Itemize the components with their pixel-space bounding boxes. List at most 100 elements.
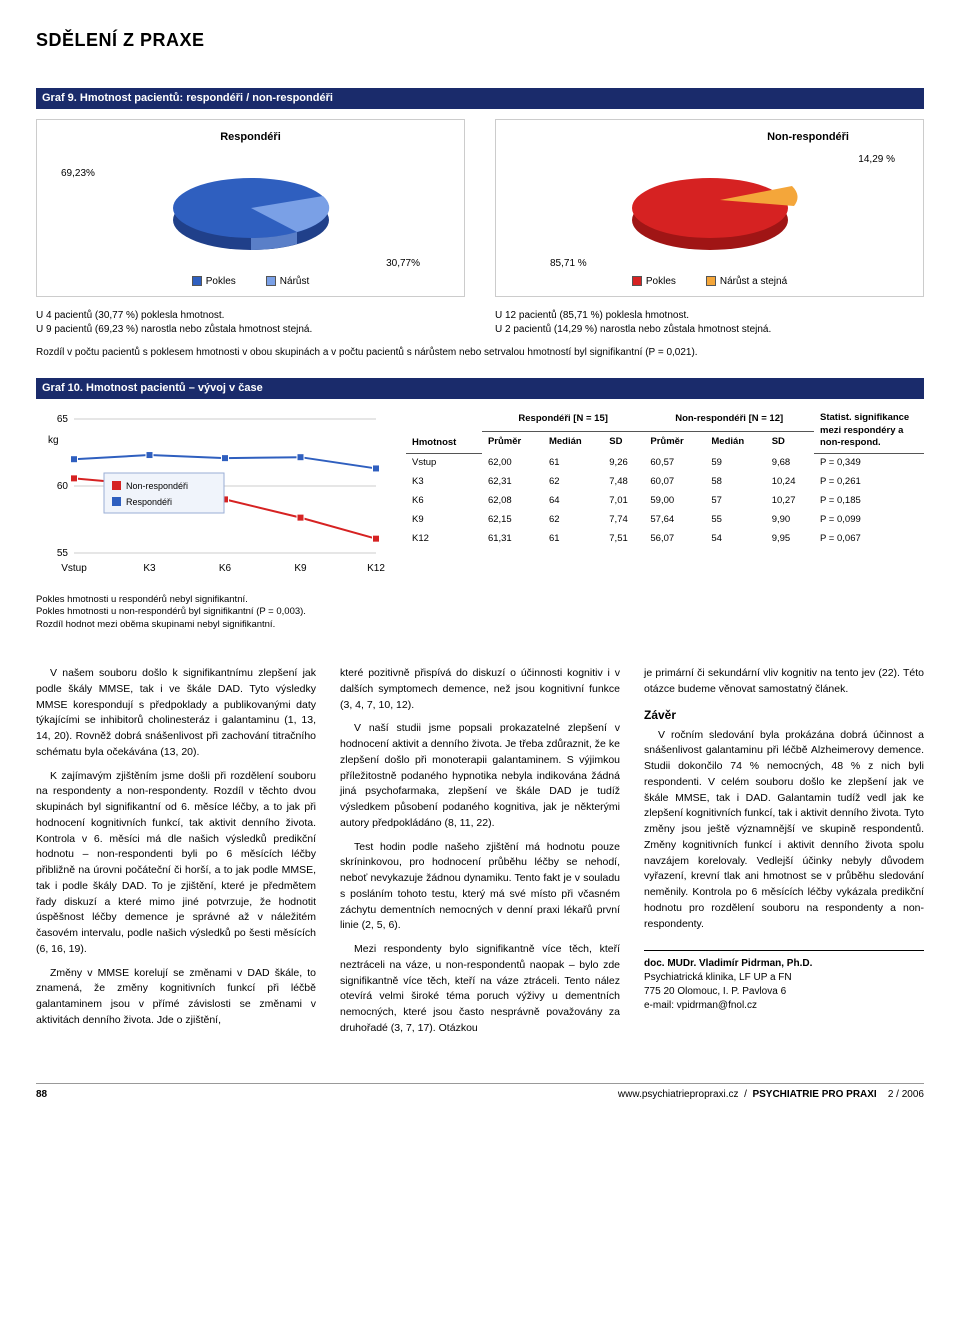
table-row: K1261,31617,5156,07549,95P = 0,067: [406, 530, 924, 549]
table-cell: K12: [406, 530, 482, 549]
body-col-2: které pozitivně přispívá do diskuzí o úč…: [340, 666, 620, 1045]
pie-left-label-small: 30,77%: [386, 257, 420, 271]
table-cell: 10,27: [766, 492, 814, 511]
footer-site: www.psychiatriepropraxi.cz: [618, 1089, 739, 1100]
table-cell: P = 0,261: [814, 473, 924, 492]
table-cell: P = 0,067: [814, 530, 924, 549]
svg-text:Non-respondéři: Non-respondéři: [126, 481, 188, 491]
table-cell: 56,07: [644, 530, 705, 549]
pie-nonresponders: Non-respondéři 14,29 % 85,71 % Pokles Ná…: [495, 119, 924, 297]
legend-swatch: [266, 276, 276, 286]
table-row: K662,08647,0159,005710,27P = 0,185: [406, 492, 924, 511]
pie-left-heading: Respondéři: [51, 130, 450, 145]
svg-text:65: 65: [57, 414, 69, 425]
zaver-heading: Závěr: [644, 706, 924, 724]
svg-text:K12: K12: [367, 563, 385, 574]
table-cell: 57,64: [644, 511, 705, 530]
legend-label: Pokles: [646, 276, 676, 287]
graf9-captions: U 4 pacientů (30,77 %) poklesla hmotnost…: [36, 309, 924, 336]
table-subheader: Průměr: [482, 431, 543, 453]
table-cell: 9,95: [766, 530, 814, 549]
legend-label: Nárůst: [280, 276, 309, 287]
svg-text:K6: K6: [219, 563, 232, 574]
linechart-svg: 556065kgVstupK3K6K9K12Non-respondéřiResp…: [36, 409, 386, 579]
legend-swatch: [706, 276, 716, 286]
table-subheader: SD: [766, 431, 814, 453]
table-cell: 62: [543, 511, 603, 530]
table-cell: 59: [705, 454, 765, 473]
paragraph: Změny v MMSE korelují se změnami v DAD š…: [36, 966, 316, 1029]
table-cell: 58: [705, 473, 765, 492]
author-name: doc. MUDr. Vladimír Pidrman, Ph.D.: [644, 957, 924, 971]
graf10-title: Graf 10. Hmotnost pacientů – vývoj v čas…: [36, 378, 924, 399]
graf9-charts: Respondéři 69,23% 30,77% Pokles Nárůst N…: [36, 119, 924, 297]
table-cell: 62: [543, 473, 603, 492]
legend-label: Pokles: [206, 276, 236, 287]
table-cell: 7,48: [603, 473, 644, 492]
table-cell: P = 0,349: [814, 454, 924, 473]
table-row: K362,31627,4860,075810,24P = 0,261: [406, 473, 924, 492]
body-col-1: V našem souboru došlo k signifikantnímu …: [36, 666, 316, 1045]
table-cell: 62,31: [482, 473, 543, 492]
author-affil: Psychiatrická klinika, LF UP a FN: [644, 971, 924, 985]
table-cell: 62,00: [482, 454, 543, 473]
body-text: V našem souboru došlo k signifikantnímu …: [36, 666, 924, 1045]
paragraph: je primární či sekundární vliv kognitiv …: [644, 666, 924, 698]
pie-left-svg: [141, 154, 361, 264]
graf9-title: Graf 9. Hmotnost pacientů: respondéři / …: [36, 88, 924, 109]
table-cell: 64: [543, 492, 603, 511]
table-cell: 60,57: [644, 454, 705, 473]
table-cell: 10,24: [766, 473, 814, 492]
svg-text:55: 55: [57, 548, 69, 559]
paragraph: které pozitivně přispívá do diskuzí o úč…: [340, 666, 620, 713]
table-cell: 61,31: [482, 530, 543, 549]
table-cell: 62,15: [482, 511, 543, 530]
graf10-notes: Pokles hmotnosti u respondérů nebyl sign…: [36, 594, 924, 632]
table-cell: 9,26: [603, 454, 644, 473]
paragraph: V ročním sledování byla prokázána dobrá …: [644, 728, 924, 933]
legend-swatch: [632, 276, 642, 286]
graf10-linechart: 556065kgVstupK3K6K9K12Non-respondéřiResp…: [36, 409, 386, 584]
footer-issue: 2 / 2006: [888, 1089, 924, 1100]
footer-journal: PSYCHIATRIE PRO PRAXI: [752, 1089, 876, 1100]
paragraph: Mezi respondenty bylo signifikantně více…: [340, 942, 620, 1037]
table-cell: 7,74: [603, 511, 644, 530]
table-row: K962,15627,7457,64559,90P = 0,099: [406, 511, 924, 530]
body-col-3: je primární či sekundární vliv kognitiv …: [644, 666, 924, 1045]
table-cell: 62,08: [482, 492, 543, 511]
author-box: doc. MUDr. Vladimír Pidrman, Ph.D. Psych…: [644, 950, 924, 1013]
table-header: Hmotnost: [406, 409, 482, 454]
table-cell: 9,68: [766, 454, 814, 473]
svg-text:K3: K3: [143, 563, 156, 574]
table-cell: 7,51: [603, 530, 644, 549]
table-row: Vstup62,00619,2660,57599,68P = 0,349: [406, 454, 924, 473]
table-cell: 57: [705, 492, 765, 511]
pie-left-legend: Pokles Nárůst: [51, 275, 450, 289]
paragraph: V našem souboru došlo k signifikantnímu …: [36, 666, 316, 761]
table-cell: K9: [406, 511, 482, 530]
svg-text:K9: K9: [294, 563, 307, 574]
note-line: Rozdíl hodnot mezi oběma skupinami nebyl…: [36, 619, 924, 632]
caption-text: U 4 pacientů (30,77 %) poklesla hmotnost…: [36, 309, 465, 323]
legend-swatch: [192, 276, 202, 286]
table-cell: 55: [705, 511, 765, 530]
table-cell: 61: [543, 530, 603, 549]
table-cell: P = 0,099: [814, 511, 924, 530]
svg-text:Vstup: Vstup: [61, 563, 87, 574]
table-cell: 9,90: [766, 511, 814, 530]
table-subheader: Medián: [705, 431, 765, 453]
footer-page: 88: [36, 1088, 47, 1102]
caption-text: U 9 pacientů (69,23 %) narostla nebo zůs…: [36, 323, 465, 337]
pie-right-label-large: 85,71 %: [550, 257, 587, 271]
graf10-table: Hmotnost Respondéři [N = 15] Non-respond…: [406, 409, 924, 584]
table-header: Respondéři [N = 15]: [482, 409, 644, 431]
paragraph: Test hodin podle našeho zjištění má hodn…: [340, 840, 620, 935]
table-cell: 7,01: [603, 492, 644, 511]
table-cell: 60,07: [644, 473, 705, 492]
legend-label: Nárůst a stejná: [720, 276, 787, 287]
note-line: Pokles hmotnosti u non-respondérů byl si…: [36, 606, 924, 619]
svg-text:kg: kg: [48, 435, 59, 446]
table-header: Non-respondéři [N = 12]: [644, 409, 814, 431]
pie-right-label-small: 14,29 %: [858, 153, 895, 167]
table-cell: Vstup: [406, 454, 482, 473]
